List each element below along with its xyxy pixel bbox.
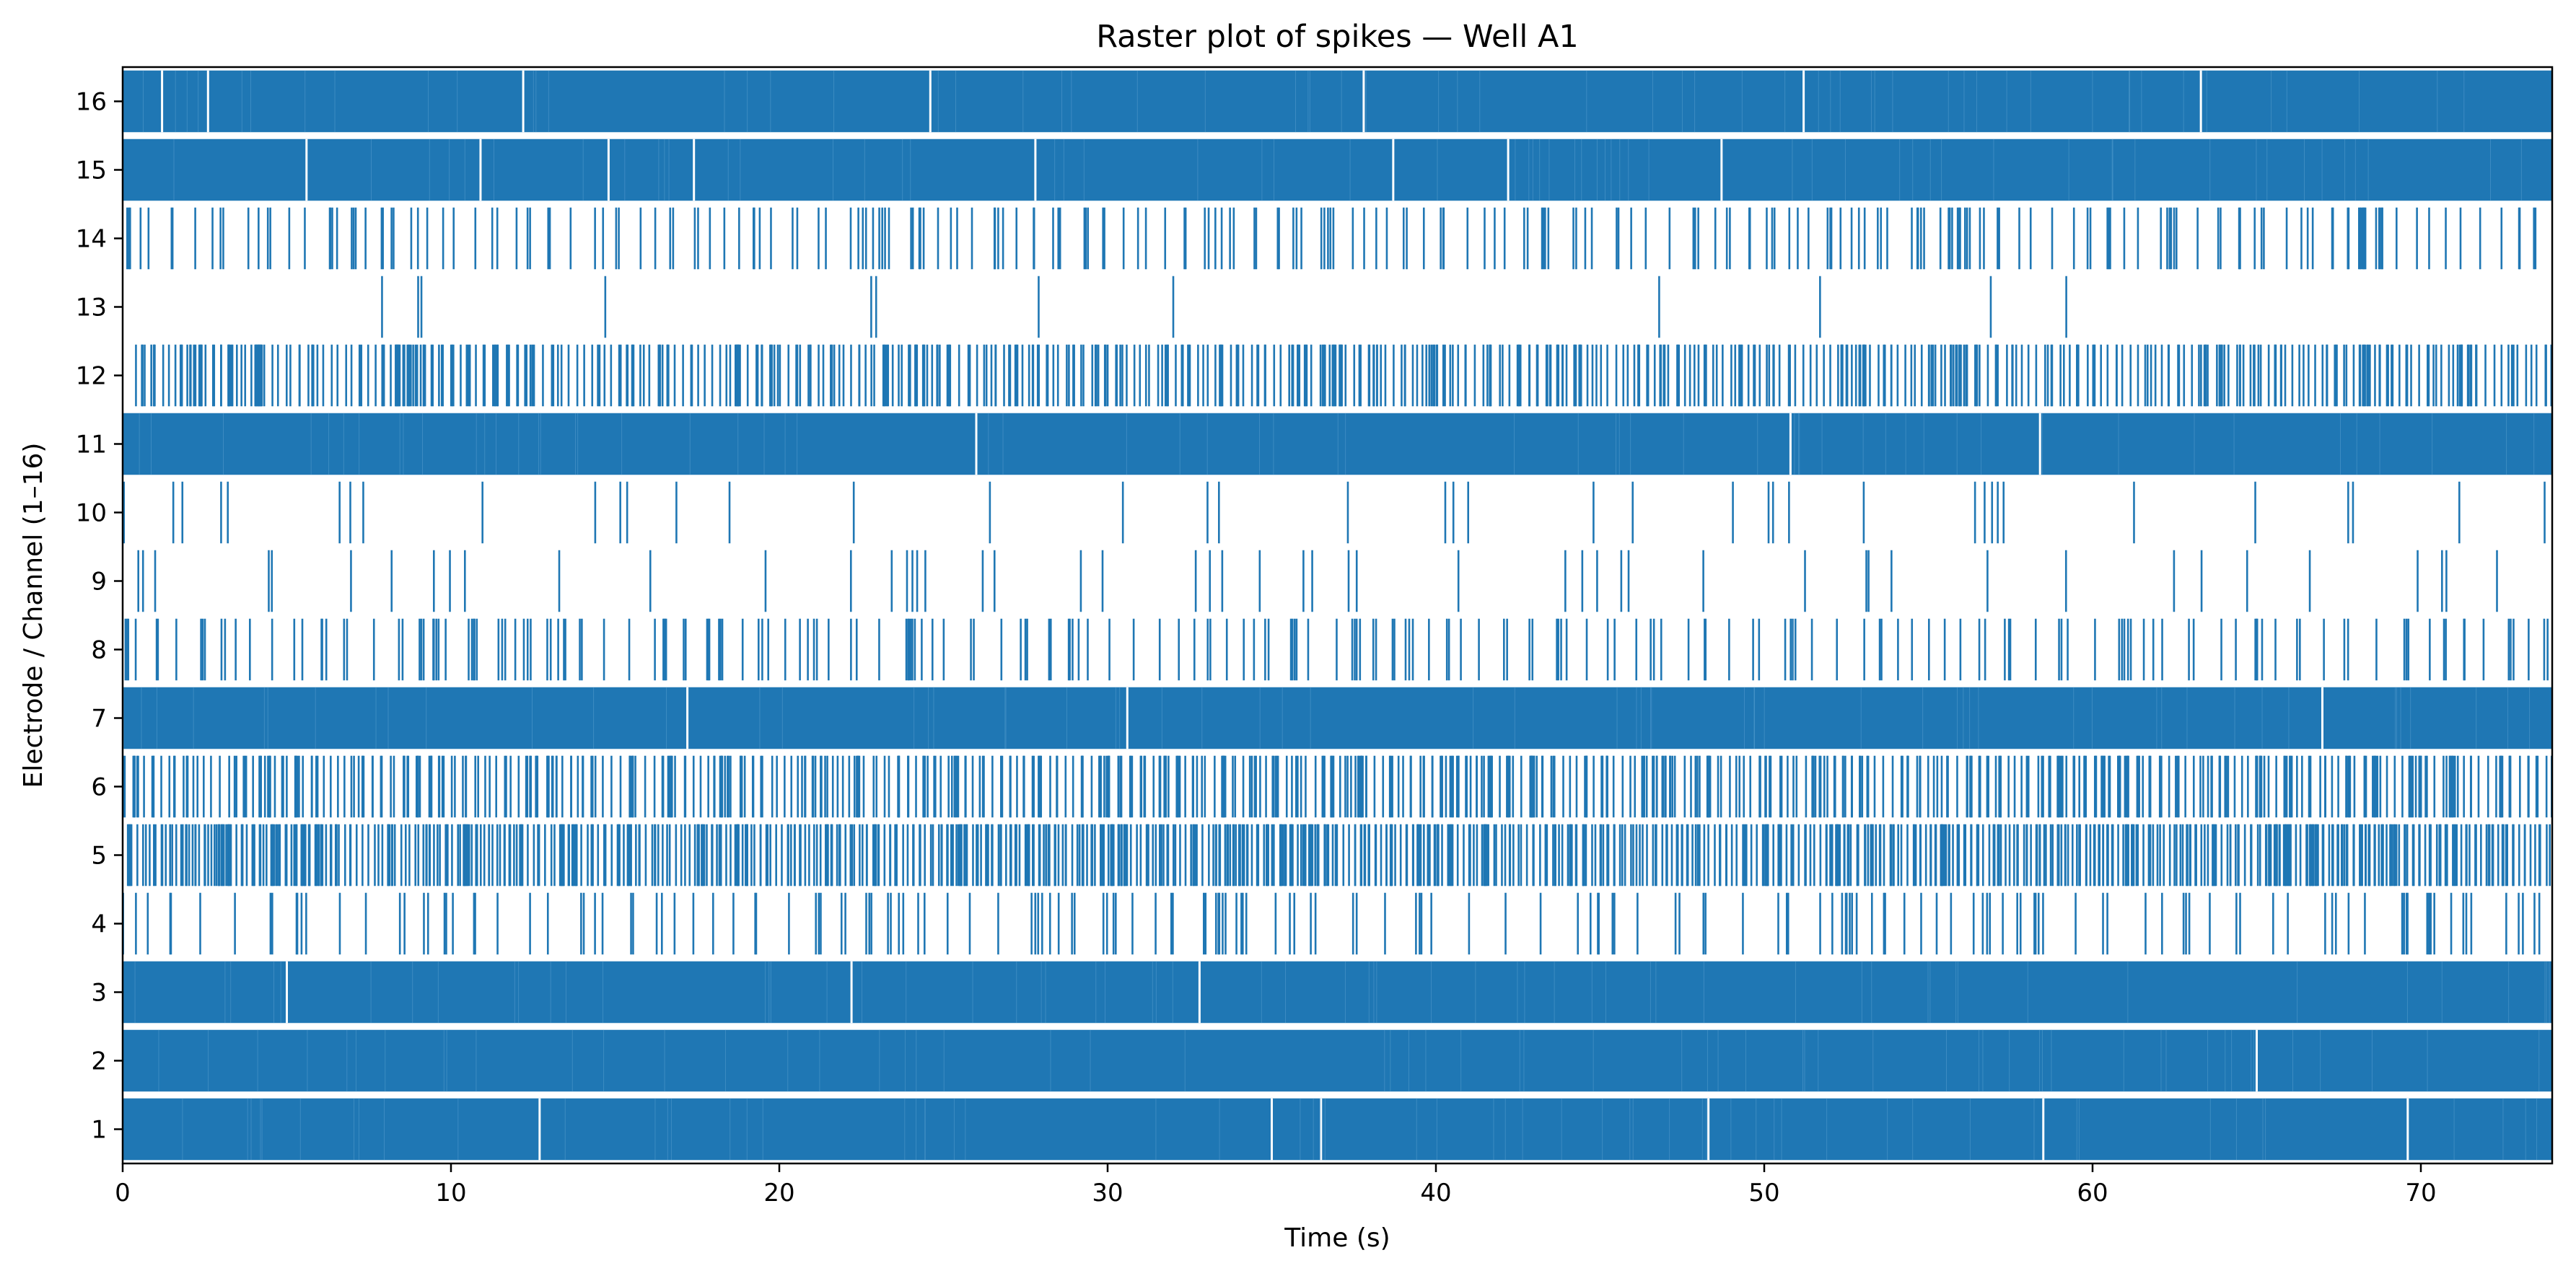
y-tick-label: 1 [91, 1116, 107, 1145]
channel-14-spikes [126, 207, 2537, 270]
y-tick-label: 14 [76, 225, 107, 254]
channel-15-spike-band [123, 138, 2552, 201]
channel-16-spike-band [123, 70, 2552, 133]
x-tick-label: 40 [1420, 1179, 1451, 1207]
y-tick-label: 3 [91, 979, 107, 1008]
x-tick-label: 0 [115, 1179, 131, 1207]
y-axis-label: Electrode / Channel (1–16) [19, 443, 48, 788]
channel-3-spike-band [123, 961, 2552, 1024]
y-tick-label: 4 [91, 910, 107, 939]
channel-1-spikes [123, 1098, 2552, 1161]
y-tick-label: 16 [76, 88, 107, 117]
channel-5-spikes [126, 824, 2551, 886]
y-tick-label: 6 [91, 773, 107, 802]
channel-11-spike-band [123, 413, 2552, 475]
y-tick-label: 9 [91, 568, 107, 597]
x-axis-label: Time (s) [1284, 1223, 1390, 1253]
x-tick-label: 50 [1748, 1179, 1779, 1207]
y-tick-label: 15 [76, 157, 107, 185]
x-tick-label: 20 [763, 1179, 794, 1207]
channel-9-spikes [137, 550, 2498, 612]
y-tick-label: 12 [76, 362, 107, 391]
channel-10-spikes [123, 481, 2546, 544]
x-tick-label: 60 [2077, 1179, 2108, 1207]
channel-1-spike-band [123, 1098, 2552, 1161]
y-tick-label: 13 [76, 294, 107, 322]
y-tick-label: 10 [76, 499, 107, 528]
channel-13-spikes [381, 276, 2067, 338]
x-tick-label: 10 [435, 1179, 466, 1207]
y-tick-label: 5 [91, 842, 107, 871]
channel-2-spikes [123, 1029, 2552, 1092]
channel-12-spikes [135, 344, 2553, 407]
spikes-layer [122, 70, 2553, 1161]
channel-3-spikes [123, 961, 2552, 1024]
channel-2-spike-band [123, 1029, 2552, 1092]
chart-title: Raster plot of spikes — Well A1 [1096, 19, 1579, 55]
y-tick-label: 7 [91, 705, 107, 734]
channel-4-spikes [122, 892, 2541, 955]
channel-8-spikes [124, 618, 2549, 681]
channel-7-spike-band [123, 687, 2552, 749]
channel-6-spikes [122, 755, 2553, 818]
x-tick-label: 70 [2405, 1179, 2436, 1207]
y-tick-label: 2 [91, 1047, 107, 1076]
channel-7-spikes [123, 687, 2552, 749]
channel-15-spikes [123, 138, 2552, 201]
y-tick-label: 11 [76, 431, 107, 459]
channel-11-spikes [123, 413, 2552, 475]
x-tick-label: 30 [1092, 1179, 1123, 1207]
y-tick-label: 8 [91, 636, 107, 665]
x-axis-ticks: 0 10 20 30 40 50 60 70 [115, 1163, 2437, 1207]
plot-frame [121, 66, 2554, 1165]
channel-16-spikes [123, 70, 2552, 133]
